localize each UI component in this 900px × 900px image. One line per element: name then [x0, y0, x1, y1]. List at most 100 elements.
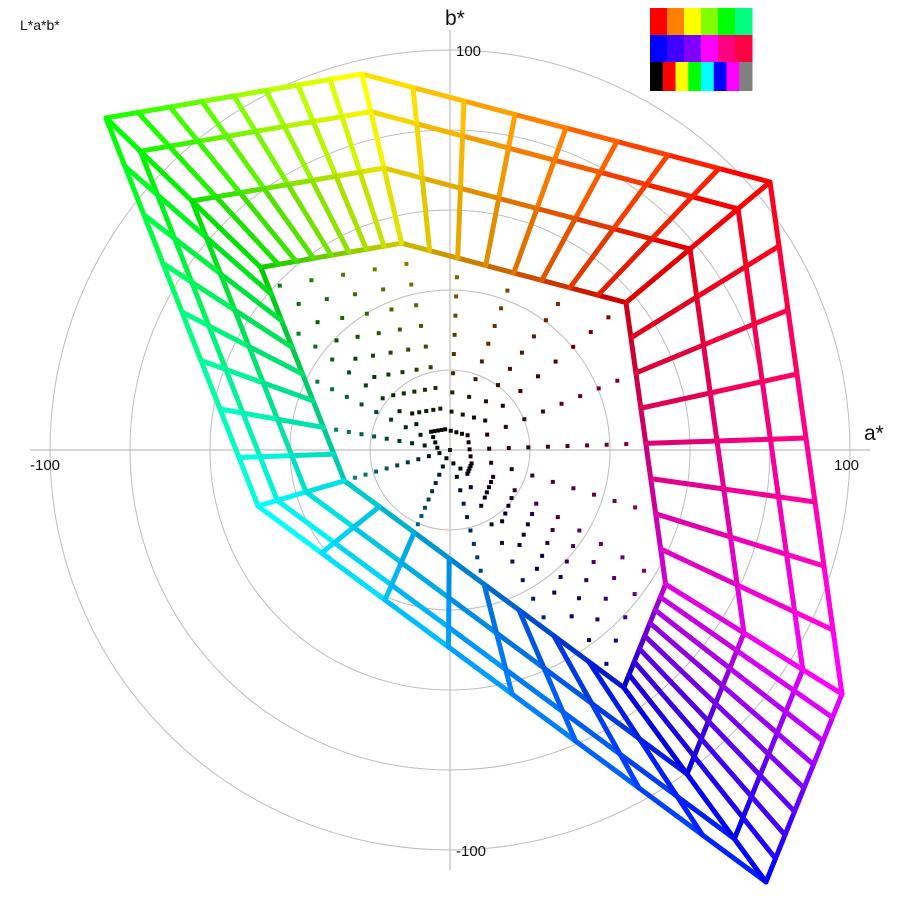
- lightness-dot: [587, 638, 592, 643]
- gamut-ring-segment: [812, 499, 827, 569]
- lightness-dot: [453, 313, 458, 318]
- gamut-spoke-segment: [103, 115, 143, 154]
- lightness-dot: [334, 338, 339, 343]
- lightness-dot: [584, 578, 589, 583]
- gamut-ring-segment: [224, 128, 259, 139]
- gamut-spoke-segment: [206, 323, 252, 349]
- gamut-spoke-segment: [357, 169, 387, 249]
- gamut-ring-segment: [674, 794, 737, 842]
- gamut-spoke-segment: [653, 511, 733, 540]
- gamut-spoke-segment: [419, 175, 433, 254]
- lightness-dot: [466, 440, 471, 445]
- gamut-ring-segment: [135, 104, 173, 115]
- gamut-ring-segment: [363, 243, 387, 252]
- gamut-spoke-segment: [701, 321, 757, 348]
- lightness-dot: [401, 391, 406, 396]
- gamut-spoke-segment: [567, 226, 616, 291]
- lightness-dot: [578, 394, 583, 399]
- gamut-spoke-segment: [728, 534, 790, 557]
- gamut-ring-segment: [122, 164, 147, 218]
- lightness-dot: [449, 409, 454, 414]
- gamut-spoke-segment: [663, 581, 747, 636]
- gamut-spoke-segment: [253, 128, 291, 187]
- y-tick-min: -100: [456, 843, 486, 860]
- gamut-ring-segment: [541, 665, 595, 706]
- gamut-spoke-segment: [572, 169, 603, 222]
- gamut-ring-segment: [289, 453, 309, 495]
- gamut-ring-segment: [595, 292, 629, 306]
- gamut-spoke-segment: [589, 701, 623, 757]
- lightness-dot: [606, 315, 611, 320]
- gamut-ring-segment: [731, 815, 746, 842]
- gamut-ring-segment: [309, 173, 339, 183]
- y-axis-label: b*: [445, 7, 465, 30]
- lightness-dot: [406, 347, 411, 352]
- gamut-ring-segment: [411, 530, 452, 561]
- lightness-dot: [341, 272, 346, 277]
- lightness-dot: [483, 399, 488, 404]
- gamut-spoke-segment: [351, 504, 382, 530]
- gamut-ring-segment: [346, 246, 369, 255]
- lightness-dot: [426, 454, 431, 459]
- lightness-dot: [520, 578, 525, 583]
- lightness-dot: [363, 383, 368, 388]
- lightness-dot: [359, 432, 364, 437]
- lightness-dot: [484, 490, 489, 495]
- gamut-ring-segment: [539, 277, 573, 291]
- lightness-dot: [403, 425, 408, 430]
- lightness-dot: [571, 544, 576, 549]
- lightness-dot: [604, 442, 609, 447]
- gamut-spoke-segment: [224, 133, 267, 192]
- lightness-dot: [451, 371, 456, 376]
- gamut-spoke-segment: [218, 271, 285, 324]
- lightness-dot: [467, 394, 472, 399]
- gamut-ring-segment: [257, 454, 280, 503]
- gamut-spoke-segment: [122, 164, 160, 198]
- gamut-ring-segment: [494, 630, 547, 671]
- lightness-dot: [604, 661, 609, 666]
- lightness-dot: [469, 461, 474, 466]
- lightness-dot: [372, 267, 377, 272]
- gamut-ring-segment: [382, 597, 451, 650]
- lightness-dot: [487, 446, 492, 451]
- gamut-spoke-segment: [551, 633, 595, 706]
- gamut-ring-segment: [103, 115, 128, 169]
- lightness-dot: [531, 596, 536, 601]
- gamut-ring-segment: [713, 683, 726, 706]
- gamut-spoke-segment: [319, 540, 337, 556]
- lightness-dot: [512, 488, 517, 493]
- gamut-ring-segment: [327, 71, 365, 82]
- lightness-dot: [471, 541, 476, 546]
- x-tick-max: 100: [834, 457, 859, 474]
- lightness-dot: [429, 429, 434, 434]
- lightness-dot: [495, 383, 500, 388]
- lightness-dot: [506, 503, 511, 508]
- gamut-spoke-segment: [167, 104, 201, 144]
- gamut-spoke-segment: [759, 371, 800, 385]
- gamut-ring-segment: [653, 511, 664, 552]
- gamut-spoke-segment: [166, 143, 219, 200]
- gamut-spoke-segment: [714, 436, 773, 444]
- gamut-ring-segment: [189, 194, 219, 204]
- gamut-spoke-segment: [506, 112, 518, 151]
- lightness-dot: [353, 356, 358, 361]
- gamut-spoke-segment: [766, 751, 807, 791]
- lightness-dot: [374, 410, 379, 415]
- lightness-dot: [555, 515, 560, 520]
- lightness-dot: [414, 422, 419, 427]
- x-axis-label: a*: [864, 422, 884, 445]
- palette-swatch-cell: [667, 8, 685, 35]
- palette-swatch-cell: [650, 35, 668, 62]
- lightness-dot: [624, 442, 629, 447]
- lightness-dot: [491, 474, 496, 479]
- gamut-ring-segment: [261, 182, 291, 192]
- lightness-dot: [489, 460, 494, 465]
- gamut-spoke-segment: [707, 379, 765, 396]
- lightness-dot: [458, 466, 463, 471]
- gamut-spoke-segment: [633, 342, 706, 376]
- gamut-ring-segment: [727, 648, 740, 671]
- lightness-dot: [440, 464, 445, 469]
- gamut-ring-segment: [289, 344, 306, 377]
- gamut-ring-segment: [321, 424, 337, 457]
- lightness-dot: [417, 410, 422, 415]
